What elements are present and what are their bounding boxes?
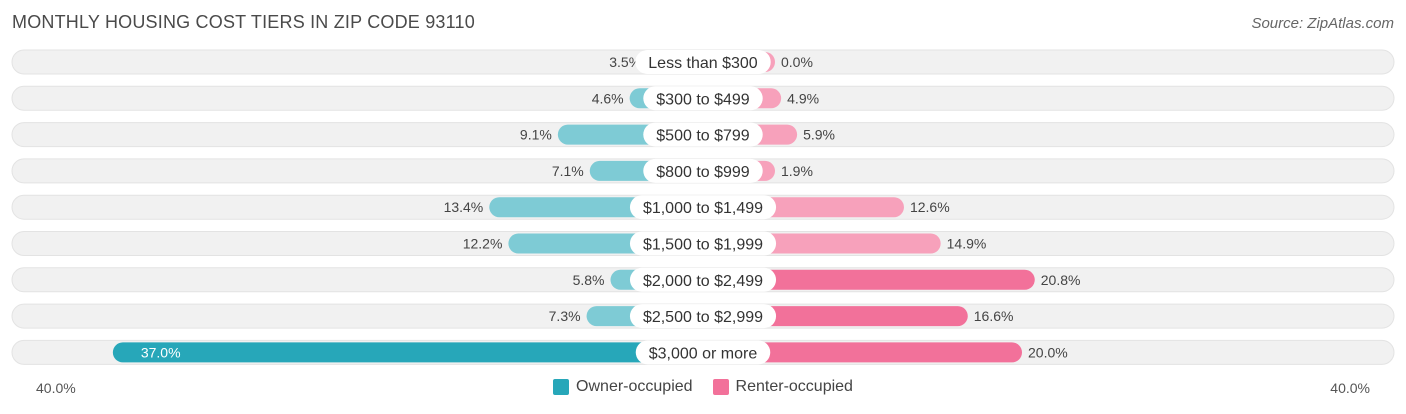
category-label: $1,000 to $1,499 bbox=[643, 200, 763, 217]
legend-item-renter: Renter-occupied bbox=[712, 378, 853, 396]
owner-value-label: 13.4% bbox=[444, 199, 484, 215]
renter-bar bbox=[703, 269, 1035, 290]
category-pill bbox=[629, 231, 777, 256]
owner-value-label: 9.1% bbox=[520, 127, 552, 143]
category-pill bbox=[643, 158, 763, 183]
axis-max-label: 40.0% bbox=[1330, 380, 1370, 396]
category-label: $1,500 to $1,999 bbox=[643, 237, 763, 254]
category-label: $300 to $499 bbox=[656, 91, 750, 108]
owner-bar bbox=[112, 342, 704, 363]
owner-value-label: 7.1% bbox=[552, 163, 584, 179]
chart-title: MONTHLY HOUSING COST TIERS IN ZIP CODE 9… bbox=[12, 12, 475, 32]
diverging-bar-chart: 3.5% 0.0% Less than $300 4.6% 4.9% $300 to $4… bbox=[11, 49, 1395, 365]
legend-item-owner: Owner-occupied bbox=[553, 378, 693, 396]
renter-value-label: 12.6% bbox=[910, 199, 950, 215]
category-pill bbox=[635, 50, 771, 74]
owner-value-label: 5.8% bbox=[573, 272, 605, 288]
category-label: $800 to $999 bbox=[656, 164, 750, 181]
owner-value-label: 7.3% bbox=[549, 308, 581, 324]
renter-value-label: 0.0% bbox=[781, 54, 813, 70]
legend: Owner-occupied Renter-occupied bbox=[0, 378, 1406, 396]
renter-value-label: 4.9% bbox=[787, 90, 819, 106]
category-pill bbox=[629, 195, 777, 220]
category-pill bbox=[635, 340, 771, 365]
renter-value-label: 16.6% bbox=[974, 308, 1014, 324]
category-pill bbox=[643, 86, 763, 111]
category-pill bbox=[629, 304, 777, 329]
legend-swatch-renter bbox=[712, 379, 729, 395]
source-credit: Source: ZipAtlas.com bbox=[1251, 15, 1394, 32]
renter-value-label: 20.0% bbox=[1028, 344, 1068, 360]
owner-value-label: 4.6% bbox=[592, 90, 624, 106]
owner-value-label: 37.0% bbox=[141, 344, 181, 360]
renter-value-label: 14.9% bbox=[947, 236, 987, 252]
category-label: $3,000 or more bbox=[649, 345, 758, 362]
renter-value-label: 1.9% bbox=[781, 163, 813, 179]
renter-value-label: 5.9% bbox=[803, 127, 835, 143]
category-label: $2,500 to $2,999 bbox=[643, 309, 763, 326]
legend-swatch-owner bbox=[553, 379, 570, 395]
category-label: $500 to $799 bbox=[656, 128, 750, 145]
category-pill bbox=[629, 267, 777, 292]
renter-bar bbox=[703, 342, 1022, 363]
owner-value-label: 12.2% bbox=[463, 236, 503, 252]
axis-min-label: 40.0% bbox=[36, 380, 76, 396]
category-pill bbox=[643, 122, 763, 147]
owner-value-label: 3.5% bbox=[609, 54, 641, 70]
renter-value-label: 20.8% bbox=[1041, 272, 1081, 288]
legend-label-renter: Renter-occupied bbox=[735, 378, 853, 395]
legend-label-owner: Owner-occupied bbox=[576, 378, 693, 395]
category-label: Less than $300 bbox=[648, 55, 758, 72]
category-label: $2,000 to $2,499 bbox=[643, 273, 763, 290]
